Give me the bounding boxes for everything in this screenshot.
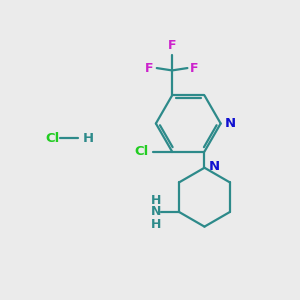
Text: H: H <box>151 194 161 207</box>
Text: N: N <box>225 117 236 130</box>
Text: F: F <box>190 61 199 75</box>
Text: H: H <box>82 132 93 145</box>
Text: Cl: Cl <box>134 145 148 158</box>
Text: F: F <box>168 39 176 52</box>
Text: F: F <box>145 61 154 75</box>
Text: N: N <box>151 205 161 218</box>
Text: Cl: Cl <box>46 132 60 145</box>
Text: N: N <box>209 160 220 173</box>
Text: H: H <box>151 218 161 231</box>
